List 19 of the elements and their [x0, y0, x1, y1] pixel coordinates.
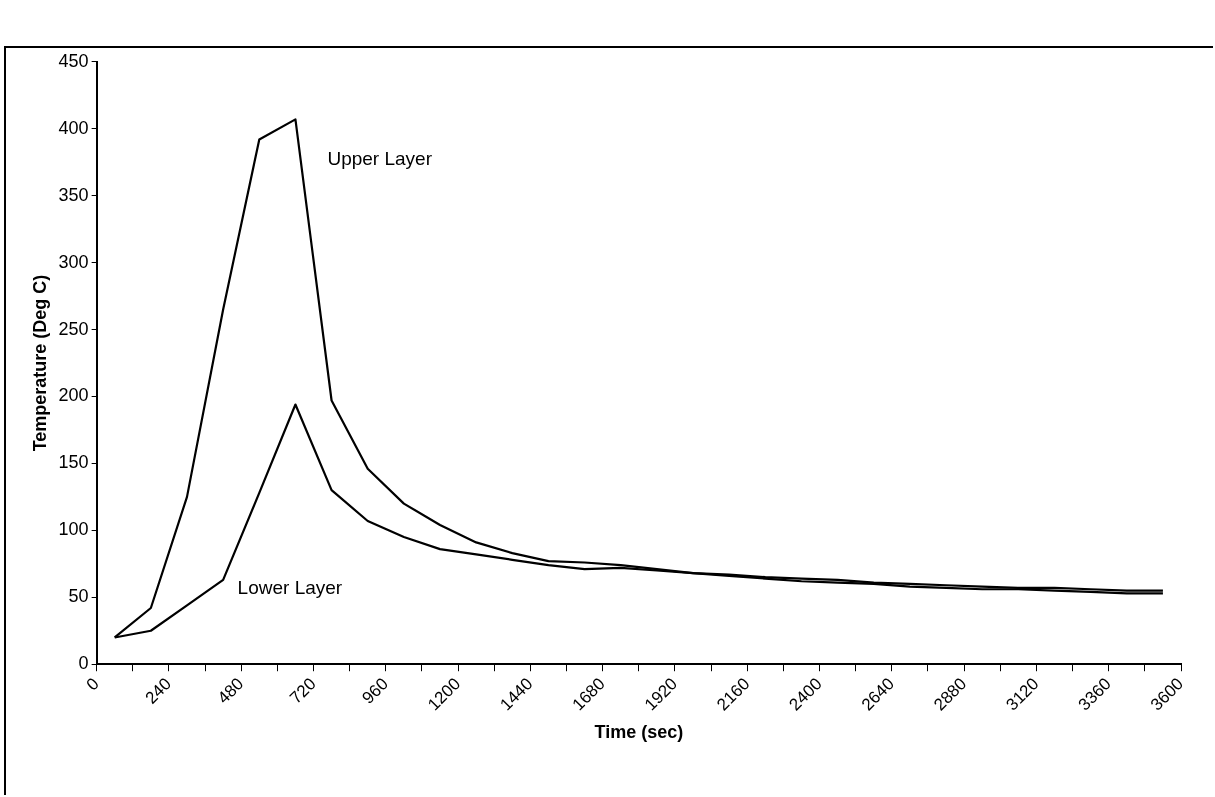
series-label: Lower Layer: [237, 577, 343, 599]
x-tick-label: 240: [141, 674, 176, 708]
y-tick-label: 300: [58, 251, 89, 272]
y-tick-label: 400: [58, 117, 89, 138]
y-tick-label: 0: [78, 653, 89, 674]
y-tick-label: 350: [58, 184, 89, 205]
y-axis-title: Temperature (Deg C): [29, 274, 50, 452]
y-tick-label: 200: [58, 385, 89, 406]
y-tick-label: 50: [68, 586, 89, 607]
x-tick-label: 480: [213, 674, 248, 708]
x-tick-label: 720: [286, 674, 320, 708]
x-tick-label: 960: [358, 674, 392, 708]
x-axis-title: Time (sec): [594, 722, 684, 743]
y-tick-label: 150: [58, 452, 89, 473]
y-tick-label: 450: [58, 50, 89, 71]
y-tick-label: 250: [58, 318, 89, 339]
y-tick-label: 100: [58, 519, 89, 540]
x-tick-label: 0: [82, 674, 103, 695]
series-label: Upper Layer: [327, 147, 433, 169]
